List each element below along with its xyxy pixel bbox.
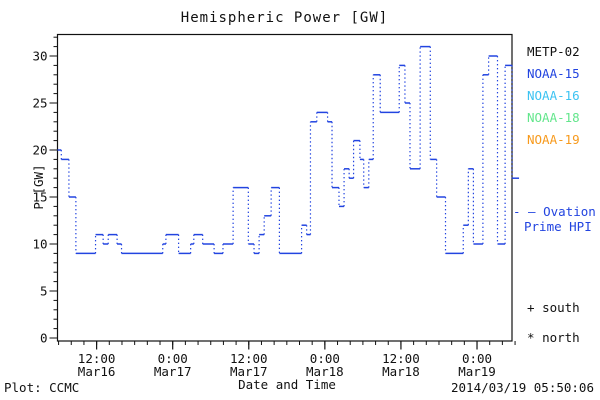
chart-title: Hemispheric Power [GW] bbox=[180, 10, 389, 26]
legend-item-noaa-18: NOAA-18 bbox=[527, 110, 580, 125]
x-tick-date-label: Mar18 bbox=[306, 364, 344, 379]
legend-item-metp-02: METP-02 bbox=[527, 44, 580, 59]
plus-marker-icon: + bbox=[527, 300, 535, 315]
x-axis-label: Date and Time bbox=[238, 377, 336, 392]
x-tick-time-label: 0:00 bbox=[462, 351, 492, 366]
north-label: north bbox=[542, 330, 580, 345]
x-tick-time-label: 0:00 bbox=[310, 351, 340, 366]
y-tick-label: 30 bbox=[32, 49, 47, 64]
asterisk-marker-icon: * bbox=[527, 330, 535, 345]
x-tick-time-label: 0:00 bbox=[158, 351, 188, 366]
ovation-legend-line1: - — Ovation bbox=[513, 204, 596, 219]
south-marker-legend: + south bbox=[527, 301, 580, 315]
legend-item-noaa-19: NOAA-19 bbox=[527, 132, 580, 147]
y-tick-label: 10 bbox=[32, 237, 47, 252]
x-tick-time-label: 12:00 bbox=[230, 351, 268, 366]
y-tick-label: 5 bbox=[40, 284, 48, 299]
x-tick-time-label: 12:00 bbox=[382, 351, 420, 366]
x-tick-date-label: Mar18 bbox=[382, 364, 420, 379]
legend-item-noaa-15: NOAA-15 bbox=[527, 66, 580, 81]
ovation-legend-line2: Prime HPI bbox=[524, 219, 592, 234]
legend-item-noaa-16: NOAA-16 bbox=[527, 88, 580, 103]
x-tick-date-label: Mar16 bbox=[78, 364, 116, 379]
y-tick-label: 15 bbox=[32, 190, 47, 205]
x-tick-date-label: Mar17 bbox=[230, 364, 268, 379]
timestamp: 2014/03/19 05:50:06 bbox=[451, 380, 594, 395]
y-tick-label: 25 bbox=[32, 96, 47, 111]
north-marker-legend: * north bbox=[527, 331, 580, 345]
x-tick-time-label: 12:00 bbox=[78, 351, 116, 366]
x-tick-date-label: Mar19 bbox=[458, 364, 496, 379]
y-tick-label: 0 bbox=[40, 331, 48, 346]
plot-credit: Plot: CCMC bbox=[4, 380, 80, 395]
y-tick-label: 20 bbox=[32, 143, 47, 158]
x-tick-date-label: Mar17 bbox=[154, 364, 192, 379]
south-label: south bbox=[542, 300, 580, 315]
plot-frame bbox=[56, 33, 513, 342]
y-axis-label: P [GW] bbox=[31, 164, 46, 210]
